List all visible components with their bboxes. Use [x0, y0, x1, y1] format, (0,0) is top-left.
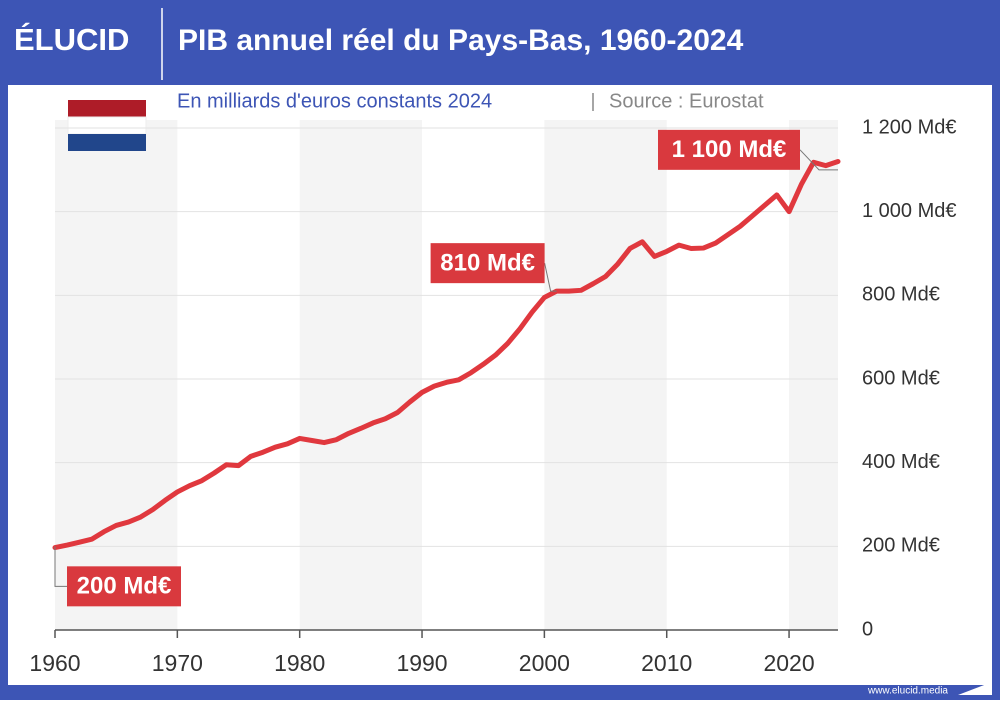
band	[789, 120, 838, 630]
flag-red	[68, 100, 146, 117]
x-tick-label: 2000	[519, 650, 570, 676]
band	[55, 120, 178, 630]
y-tick-label: 200 Md€	[862, 535, 940, 557]
annotation-leader	[799, 149, 838, 171]
series-line	[52, 158, 841, 551]
brand: ÉLUCID	[14, 22, 129, 57]
y-tick-label: 600 Md€	[862, 367, 940, 389]
annotation-leader	[54, 546, 67, 587]
flag-white	[67, 116, 147, 135]
source: Source : Eurostat	[609, 90, 764, 112]
y-tick-label: 800 Md€	[862, 284, 940, 306]
annotation-label: 1 100 Md€	[672, 136, 787, 163]
annotation-box	[658, 129, 800, 170]
subtitle: En milliards d'euros constants 2024	[177, 90, 492, 112]
x-tick-label: 1960	[29, 650, 80, 676]
y-tick-label: 1 000 Md€	[862, 200, 957, 222]
band	[299, 120, 423, 630]
bands	[55, 120, 838, 630]
y-tick-label: 0	[862, 618, 873, 640]
flag	[67, 100, 147, 151]
annotation-leader	[544, 263, 557, 292]
x-tick-label: 1970	[152, 650, 203, 676]
footer-logo	[958, 682, 992, 695]
annotation-box	[430, 243, 545, 284]
x-tick-label: 1980	[274, 650, 325, 676]
x-tick-label: 2020	[763, 650, 814, 676]
chart-title: PIB annuel réel du Pays-Bas, 1960-2024	[178, 24, 744, 57]
annotation-box	[67, 566, 181, 607]
y-tick-label: 400 Md€	[862, 451, 940, 473]
band	[544, 120, 667, 630]
x-tick-label: 2010	[641, 650, 692, 676]
flag-blue	[68, 134, 146, 151]
annotation-label: 200 Md€	[77, 573, 172, 600]
footer: www.elucid.media	[867, 686, 948, 697]
x-tick-label: 1990	[396, 650, 447, 676]
y-tick-label: 1 200 Md€	[862, 116, 957, 138]
annotation-label: 810 Md€	[440, 249, 535, 276]
